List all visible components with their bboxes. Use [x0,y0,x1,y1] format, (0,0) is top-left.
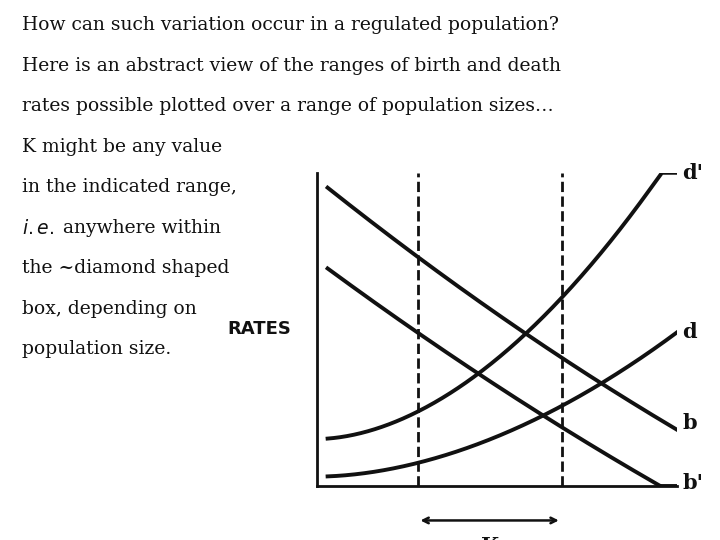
Text: d': d' [682,163,703,183]
Text: K: K [480,536,499,540]
Text: Here is an abstract view of the ranges of birth and death: Here is an abstract view of the ranges o… [22,57,561,75]
Text: $i.e.$: $i.e.$ [22,219,54,238]
Text: b: b [682,413,697,434]
Text: d: d [682,322,697,342]
Text: b': b' [682,473,703,493]
Text: anywhere within: anywhere within [63,219,220,237]
Text: rates possible plotted over a range of population sizes…: rates possible plotted over a range of p… [22,97,553,115]
Text: box, depending on: box, depending on [22,300,197,318]
Text: K might be any value: K might be any value [22,138,222,156]
Text: in the indicated range,: in the indicated range, [22,178,236,196]
Text: RATES: RATES [228,320,291,339]
Text: population size.: population size. [22,340,171,358]
Text: How can such variation occur in a regulated population?: How can such variation occur in a regula… [22,16,559,34]
Text: the ~diamond shaped: the ~diamond shaped [22,259,229,277]
